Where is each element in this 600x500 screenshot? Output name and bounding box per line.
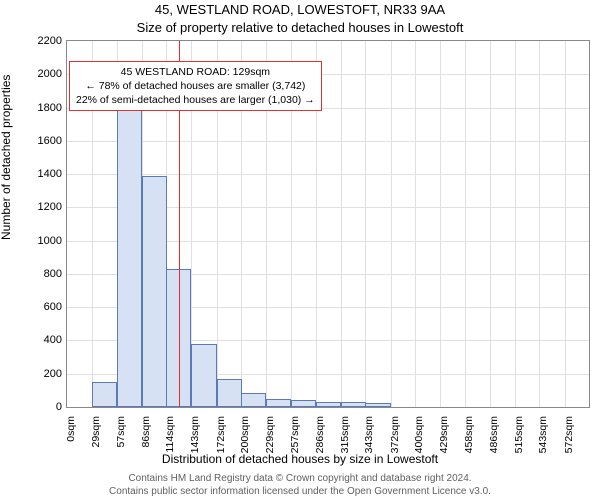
histogram-bar [241,393,266,407]
histogram-bar [365,403,390,407]
gridline-vertical [490,41,491,407]
histogram-bar [142,176,167,407]
y-tick-label: 0 [28,401,62,413]
x-tick-label: 114sqm [164,416,176,456]
x-tick-label: 0sqm [65,416,77,456]
x-tick-label: 172sqm [215,416,227,456]
y-axis-label: Number of detached properties [0,75,13,240]
gridline-vertical [565,41,566,407]
x-tick-label: 429sqm [438,416,450,456]
x-tick-label: 86sqm [140,416,152,456]
x-tick-label: 315sqm [339,416,351,456]
y-tick-label: 1800 [28,102,62,114]
x-tick-label: 286sqm [314,416,326,456]
annotation-line1: 45 WESTLAND ROAD: 129sqm [121,66,270,78]
gridline-vertical [465,41,466,407]
attribution-line2: Contains public sector information licen… [109,486,491,497]
histogram-bar [341,402,366,407]
size-distribution-chart: 45, WESTLAND ROAD, LOWESTOFT, NR33 9AA S… [0,0,600,500]
chart-title-sub: Size of property relative to detached ho… [0,20,600,35]
attribution-text: Contains HM Land Registry data © Crown c… [0,472,600,498]
x-tick-label: 57sqm [115,416,127,456]
y-tick-label: 400 [28,334,62,346]
x-tick-label: 486sqm [488,416,500,456]
y-tick-label: 1200 [28,201,62,213]
x-tick-label: 257sqm [289,416,301,456]
x-tick-label: 543sqm [537,416,549,456]
histogram-bar [316,402,341,407]
x-tick-label: 200sqm [239,416,251,456]
x-axis-label: Distribution of detached houses by size … [0,452,600,466]
y-tick-label: 2200 [28,35,62,47]
x-tick-label: 458sqm [463,416,475,456]
y-tick-label: 1400 [28,168,62,180]
y-tick-label: 800 [28,268,62,280]
histogram-bar [191,344,216,407]
y-tick-label: 1600 [28,135,62,147]
x-tick-label: 229sqm [264,416,276,456]
gridline-horizontal [67,141,589,142]
histogram-bar [291,400,316,407]
y-tick-label: 1000 [28,235,62,247]
x-tick-label: 343sqm [363,416,375,456]
gridline-vertical [539,41,540,407]
x-tick-label: 400sqm [413,416,425,456]
attribution-line1: Contains HM Land Registry data © Crown c… [128,473,471,484]
x-tick-label: 29sqm [90,416,102,456]
gridline-vertical [415,41,416,407]
histogram-bar [117,109,142,407]
annotation-box: 45 WESTLAND ROAD: 129sqm ← 78% of detache… [69,61,322,112]
gridline-vertical [341,41,342,407]
chart-title-main: 45, WESTLAND ROAD, LOWESTOFT, NR33 9AA [0,2,600,17]
gridline-vertical [365,41,366,407]
y-tick-label: 600 [28,301,62,313]
x-tick-label: 572sqm [563,416,575,456]
histogram-bar [92,382,117,407]
histogram-bar [217,379,242,407]
annotation-line2: ← 78% of detached houses are smaller (3,… [85,80,305,92]
plot-area: 45 WESTLAND ROAD: 129sqm ← 78% of detache… [66,40,590,408]
histogram-bar [266,399,291,407]
gridline-vertical [391,41,392,407]
gridline-vertical [440,41,441,407]
x-tick-label: 143sqm [189,416,201,456]
x-tick-label: 515sqm [513,416,525,456]
y-tick-label: 2000 [28,68,62,80]
y-tick-label: 200 [28,368,62,380]
x-tick-label: 372sqm [389,416,401,456]
gridline-vertical [515,41,516,407]
annotation-line3: 22% of semi-detached houses are larger (… [76,94,315,106]
